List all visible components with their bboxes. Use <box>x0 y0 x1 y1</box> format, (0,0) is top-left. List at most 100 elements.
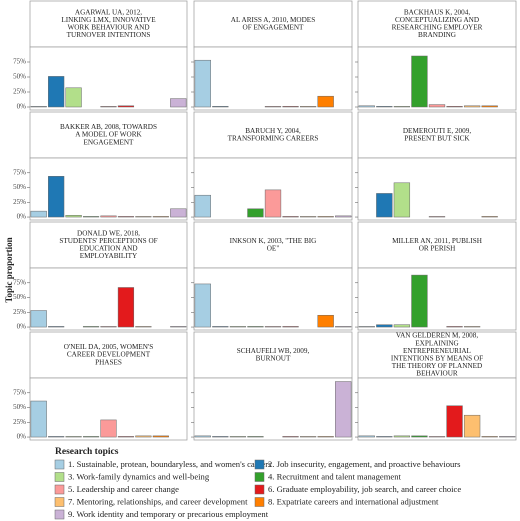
panel-title: PHASES <box>95 358 122 366</box>
legend-swatch <box>254 484 265 495</box>
panel <box>357 46 517 111</box>
y-tick-label: 25% <box>13 308 26 316</box>
strip <box>29 111 188 159</box>
bar <box>194 59 211 108</box>
bar <box>30 310 47 328</box>
panel-title: ENTREPRENEURIAL <box>403 347 471 355</box>
bar <box>393 435 411 438</box>
bar <box>100 419 117 438</box>
panel-title: RESEARCHING EMPLOYER <box>392 23 483 31</box>
bar <box>282 436 299 438</box>
bar <box>446 326 463 328</box>
y-tick-label: 25% <box>13 418 26 426</box>
bar <box>229 326 247 328</box>
panel <box>193 377 353 441</box>
panel-title: LINKING LMX, INNOVATIVE <box>61 16 156 24</box>
panel-title: WORK BEHAVIOUR AND <box>67 23 149 31</box>
legend-label: 1. Sustainable, protean, boundaryless, a… <box>68 459 272 469</box>
panel-title: SCHAUFELI WB, 2009, <box>237 347 310 355</box>
legend-swatch <box>254 472 265 482</box>
y-tick-label: 75% <box>13 278 26 286</box>
bar <box>30 106 47 108</box>
bar <box>282 326 299 328</box>
panel-title: DEMEROUTI E, 2009, <box>403 127 471 135</box>
legend-swatch <box>54 459 65 470</box>
panel-title: BURNOUT <box>256 354 291 362</box>
y-tick-label: 50% <box>13 403 26 411</box>
y-tick-label: 50% <box>13 293 26 301</box>
bar <box>317 95 334 108</box>
panel-title: BARUCH Y, 2004, <box>245 127 301 135</box>
bar <box>411 435 428 438</box>
legend-swatch <box>54 472 65 482</box>
panel-title: AGARWAL UA, 2012, <box>75 8 142 16</box>
y-tick-label: 0% <box>17 433 27 441</box>
bar <box>317 314 334 328</box>
bar <box>135 216 152 218</box>
bar <box>428 104 446 108</box>
legend-title: Research topics <box>55 447 119 457</box>
bar <box>428 436 446 438</box>
panel-title: STUDENTS' PERCEPTIONS OF <box>59 237 157 245</box>
bar <box>212 436 229 438</box>
bar <box>264 326 282 328</box>
panel-title: VAN GELDEREN M, 2008, <box>396 332 479 340</box>
bar <box>48 326 65 328</box>
panel-title: THE THEORY OF PLANNED <box>392 362 482 370</box>
bar <box>411 274 428 328</box>
bar <box>117 436 135 438</box>
bar <box>481 436 498 438</box>
bar <box>194 283 211 328</box>
bar <box>82 216 100 218</box>
bar <box>82 436 100 438</box>
legend-swatch <box>54 484 65 495</box>
bar <box>264 106 282 108</box>
bar <box>282 106 299 108</box>
bar <box>100 215 117 218</box>
bar <box>376 436 393 438</box>
legend-label: 7. Mentoring, relationships, and career … <box>68 496 248 506</box>
strip <box>193 111 353 159</box>
panel-title: BRANDING <box>418 31 456 39</box>
bar <box>48 76 65 108</box>
strip <box>357 0 517 48</box>
legend-label: 6. Graduate employability, job search, a… <box>268 484 461 494</box>
bar <box>212 106 229 108</box>
y-tick-label: 50% <box>13 183 26 191</box>
bar <box>317 216 334 218</box>
bar <box>117 287 135 328</box>
bar <box>499 436 516 438</box>
panel-title: EMPLOYABILITY <box>80 252 138 260</box>
legend-swatch <box>254 459 265 470</box>
panel-title: EDUCATION AND <box>79 244 137 252</box>
bar <box>48 176 65 218</box>
bar <box>376 324 393 328</box>
bar <box>282 216 299 218</box>
bar <box>135 326 152 328</box>
legend-swatch <box>254 497 265 507</box>
bar <box>48 436 65 438</box>
bar <box>194 194 211 218</box>
y-tick-label: 0% <box>17 103 27 111</box>
bar <box>317 436 334 438</box>
strip <box>357 331 517 379</box>
bar <box>30 400 47 438</box>
y-tick-label: 25% <box>13 88 26 96</box>
panel <box>357 377 517 441</box>
panel-title: ENGAGEMENT <box>84 138 135 146</box>
bar <box>358 435 375 438</box>
bar <box>299 436 317 438</box>
panel-title: PRESENT BUT SICK <box>404 134 470 142</box>
bar <box>212 326 229 328</box>
bar <box>170 208 187 218</box>
bar <box>446 106 463 108</box>
strip <box>193 331 353 379</box>
bar <box>152 216 169 218</box>
panel-title: OE" <box>267 244 280 252</box>
y-tick-label: 75% <box>13 58 26 66</box>
panel-title: TRANSFORMING CAREERS <box>228 134 319 142</box>
bar <box>194 435 211 438</box>
bar <box>135 435 152 438</box>
bar <box>358 326 375 328</box>
